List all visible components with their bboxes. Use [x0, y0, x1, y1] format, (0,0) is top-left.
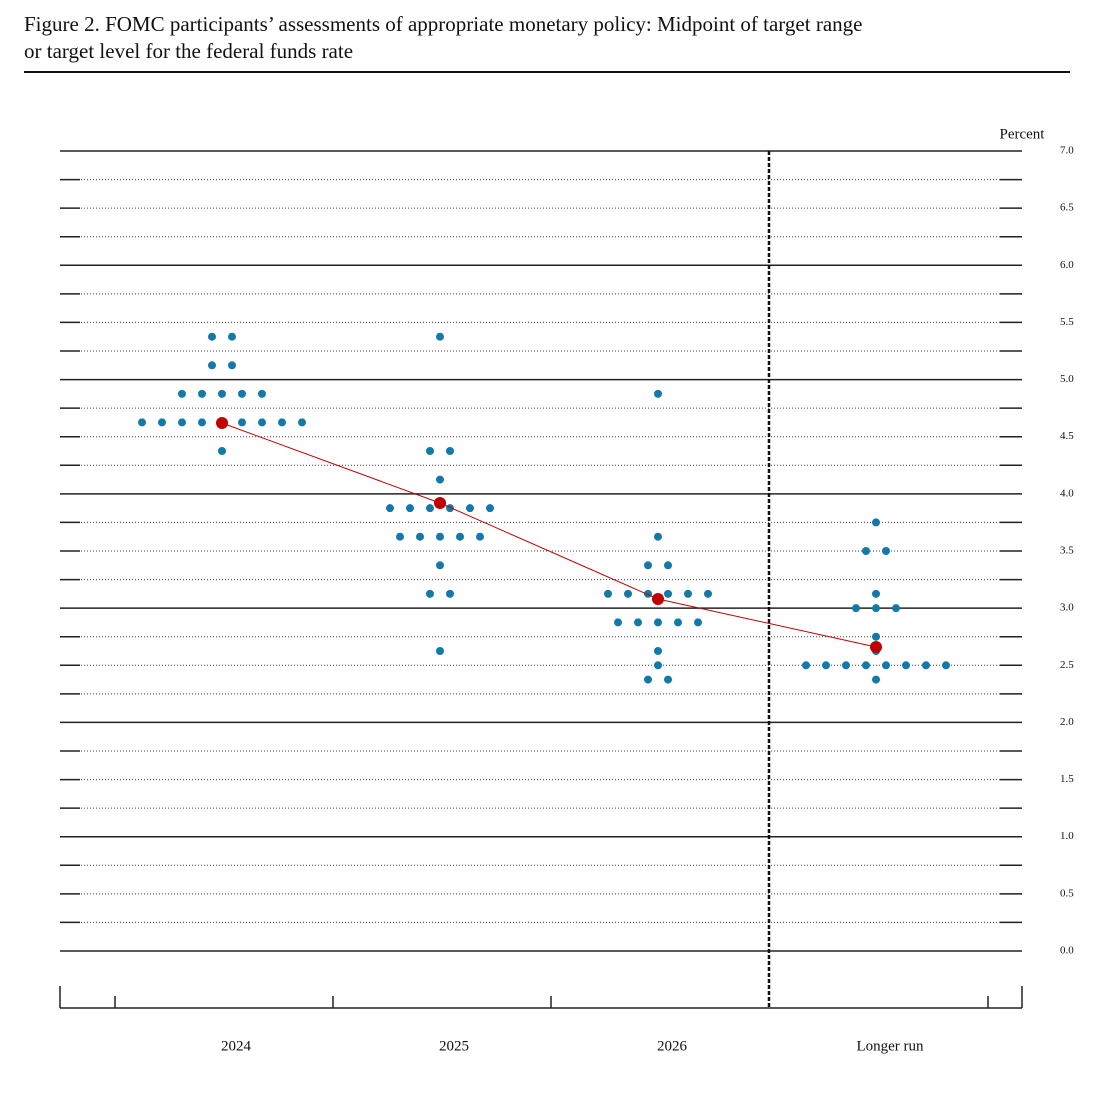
participant-dot [238, 389, 246, 398]
participant-dot [258, 389, 266, 398]
central-dot [652, 593, 664, 605]
participant-dot [922, 661, 930, 670]
participant-dot [634, 618, 642, 627]
y-tick-label: 5.0 [1060, 373, 1074, 385]
participant-dot [664, 589, 672, 598]
participant-dot [872, 589, 880, 598]
participant-dot [436, 332, 444, 341]
y-tick-label: 7.0 [1060, 145, 1074, 157]
participant-dot [218, 447, 226, 455]
central-dot [434, 497, 446, 509]
participant-dot [842, 661, 850, 670]
participant-dot [426, 447, 434, 455]
participant-dot [158, 418, 166, 427]
participant-dot [614, 618, 622, 627]
participant-dot [872, 604, 880, 613]
participant-dot [198, 418, 206, 427]
participant-dot [138, 418, 146, 427]
participant-dot [416, 532, 424, 541]
participant-dot [674, 618, 682, 627]
participant-dot [654, 647, 662, 655]
participant-dot [704, 589, 712, 598]
y-tick-label: 1.0 [1060, 830, 1074, 842]
participant-dot [882, 661, 890, 670]
participant-dot [238, 418, 246, 427]
chart-title: Figure 2. FOMC participants’ assessments… [24, 12, 862, 36]
participant-dot [436, 647, 444, 655]
participant-dot [208, 332, 216, 341]
participant-dot [822, 661, 830, 670]
participant-dot [654, 532, 662, 541]
y-tick-label: 6.0 [1060, 259, 1074, 271]
participant-dot [882, 547, 890, 555]
y-axis-label: Percent [1000, 126, 1046, 142]
y-tick-label: 4.0 [1060, 487, 1074, 499]
central-line [221, 422, 877, 648]
participant-dot [178, 418, 186, 427]
y-tick-label: 3.0 [1060, 602, 1074, 614]
participant-dot [654, 661, 662, 670]
participant-dot [654, 389, 662, 398]
participant-dot [872, 632, 880, 641]
participant-dot [802, 661, 810, 670]
participant-dot [466, 504, 474, 513]
participant-dot [208, 361, 216, 370]
participant-dot [446, 589, 454, 598]
participant-dot [198, 389, 206, 398]
participant-dot [654, 618, 662, 627]
participant-dot [436, 475, 444, 484]
y-tick-label: 6.5 [1060, 202, 1074, 214]
central-dot [870, 641, 882, 653]
y-tick-label: 1.5 [1060, 773, 1074, 785]
participant-dot [278, 418, 286, 427]
participant-dot [436, 561, 444, 570]
y-tick-label: 0.0 [1060, 945, 1074, 957]
participant-dot [694, 618, 702, 627]
participant-dot [456, 532, 464, 541]
y-tick-label: 5.5 [1060, 316, 1074, 328]
participant-dot [644, 561, 652, 570]
participant-dot [406, 504, 414, 513]
y-tick-label: 4.5 [1060, 430, 1074, 442]
x-tick-label: Longer run [856, 1038, 924, 1054]
participant-dot [258, 418, 266, 427]
participant-dot [942, 661, 950, 670]
x-tick-label: 2026 [657, 1038, 688, 1054]
participant-dot [436, 532, 444, 541]
participant-dot [872, 518, 880, 527]
participant-dot [862, 661, 870, 670]
y-tick-label: 2.5 [1060, 659, 1074, 671]
participant-dot [228, 361, 236, 370]
participant-dot [624, 589, 632, 598]
participant-dot [426, 504, 434, 513]
y-tick-label: 2.0 [1060, 716, 1074, 728]
participant-dot [228, 332, 236, 341]
participant-dot [902, 661, 910, 670]
x-tick-label: 2024 [221, 1038, 252, 1054]
participant-dot [664, 675, 672, 684]
participant-dot [426, 589, 434, 598]
participant-dot [644, 675, 652, 684]
participant-dot [476, 532, 484, 541]
chart-title: or target level for the federal funds ra… [24, 39, 353, 63]
participant-dot [892, 604, 900, 613]
participant-dot [218, 389, 226, 398]
participant-dot [604, 589, 612, 598]
participant-dot [664, 561, 672, 570]
participant-dot [684, 589, 692, 598]
central-dot [216, 417, 228, 429]
y-tick-label: 3.5 [1060, 545, 1074, 557]
participant-dot [178, 389, 186, 398]
x-tick-label: 2025 [439, 1038, 469, 1054]
participant-dot [852, 604, 860, 613]
participant-dot [862, 547, 870, 555]
participant-dot [872, 675, 880, 684]
participant-dot [486, 504, 494, 513]
participant-dot [396, 532, 404, 541]
participant-dot [386, 504, 394, 513]
y-tick-label: 0.5 [1060, 887, 1074, 899]
participant-dot [446, 447, 454, 455]
participant-dot [298, 418, 306, 427]
